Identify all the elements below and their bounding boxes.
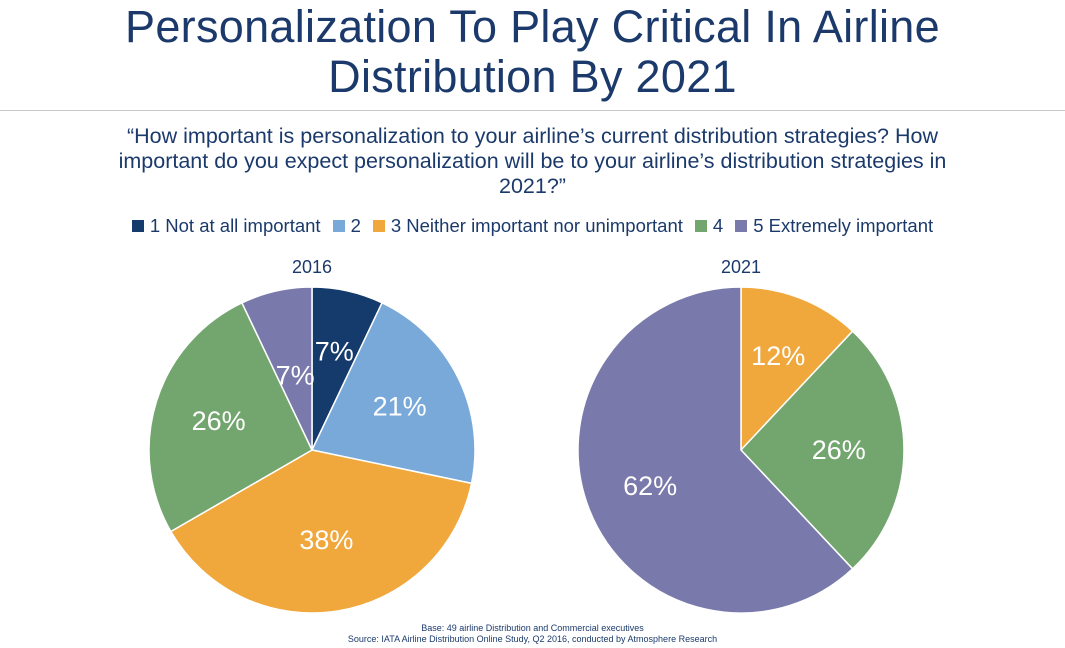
footnote: Base: 49 airline Distribution and Commer… xyxy=(0,623,1065,645)
pie-chart-2021: 2021 12% 26% 62% xyxy=(577,257,905,614)
legend-item-2: 2 xyxy=(332,215,361,237)
slice-label-2016-5: 7% xyxy=(276,360,315,390)
slice-label-2021-1: 12% xyxy=(751,341,805,371)
legend-label-2: 2 xyxy=(350,215,361,236)
footnote-base: Base: 49 airline Distribution and Commer… xyxy=(421,623,644,633)
survey-question-line-2: important do you expect personalization … xyxy=(118,149,947,173)
slice-label-2016-1: 7% xyxy=(315,336,354,366)
pie-title-2016: 2016 xyxy=(292,257,332,277)
slide-title-line-2: Distribution By 2021 xyxy=(328,51,737,102)
slice-label-2016-3: 38% xyxy=(299,525,353,555)
pie-title-2021: 2021 xyxy=(721,257,761,277)
chart-legend: 1 Not at all important 2 3 Neither impor… xyxy=(0,215,1065,237)
legend-label-5: 5 Extremely important xyxy=(753,215,934,236)
legend-label-4: 4 xyxy=(712,215,724,236)
legend-swatch-1 xyxy=(131,220,144,232)
pie-slice-2016-3 xyxy=(169,449,473,614)
survey-question-line-1: “How important is personalization to you… xyxy=(127,124,938,148)
pie-slice-2016-5 xyxy=(240,286,313,451)
legend-swatch-3 xyxy=(372,220,385,232)
slice-label-2021-3: 62% xyxy=(623,471,677,501)
slide-title: Personalization To Play Critical In Airl… xyxy=(0,2,1065,102)
pie-chart-2016: 2016 7% 21% 38% 26% 7% xyxy=(148,257,476,614)
pie-slice-2016-4 xyxy=(148,301,313,533)
footnote-source: Source: IATA Airline Distribution Online… xyxy=(347,634,718,644)
survey-question-line-3: 2021?” xyxy=(499,174,566,198)
legend-swatch-2 xyxy=(332,220,345,232)
legend-swatch-4 xyxy=(694,220,707,232)
legend-item-3: 3 Neither important nor unimportant xyxy=(372,215,683,237)
legend-label-1: 1 Not at all important xyxy=(149,215,321,236)
pie-slice-2021-2 xyxy=(739,330,905,570)
slide-title-line-1: Personalization To Play Critical In Airl… xyxy=(125,1,940,52)
slice-label-2021-2: 26% xyxy=(812,435,866,465)
slice-label-2016-2: 21% xyxy=(373,392,427,422)
pie-slice-2016-2 xyxy=(310,301,476,485)
legend-item-4: 4 xyxy=(694,215,724,237)
legend-item-1: 1 Not at all important xyxy=(131,215,321,237)
pie-slice-2021-1 xyxy=(740,286,854,452)
slice-label-2016-4: 26% xyxy=(192,406,246,436)
legend-swatch-5 xyxy=(735,220,748,232)
pie-slice-2021-3 xyxy=(577,286,854,614)
legend-label-3: 3 Neither important nor unimportant xyxy=(390,215,683,236)
survey-question: “How important is personalization to you… xyxy=(20,124,1045,199)
legend-item-5: 5 Extremely important xyxy=(735,215,933,237)
title-divider xyxy=(0,110,1065,111)
